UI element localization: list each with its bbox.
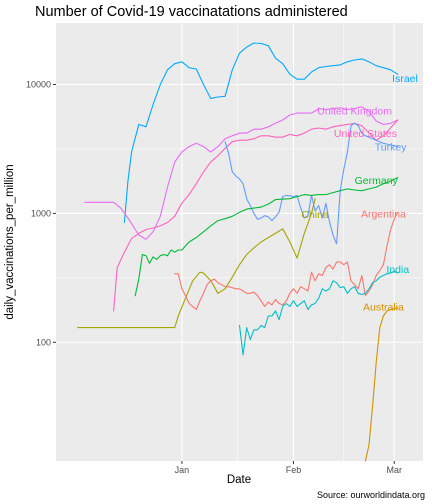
series-label-germany: Germany [355, 175, 399, 187]
x-tick-label: Feb [286, 465, 302, 475]
series-group [77, 42, 399, 462]
series-label-israel: Israel [392, 73, 418, 85]
series-label-china: China [301, 209, 329, 221]
series-label-argentina: Argentina [361, 208, 406, 220]
series-label-australia: Australia [363, 301, 404, 313]
y-axis-title: daily_vaccinations_per_million [4, 164, 16, 319]
x-axis-title: Date [227, 474, 251, 486]
axes: 100 1000 10000 Jan Feb Mar [26, 80, 402, 475]
series-line-united-kingdom [84, 106, 399, 240]
plot-panel [56, 23, 423, 461]
series-labels: Israel United Kingdom United States Turkey G… [301, 73, 418, 313]
series-line-israel [123, 42, 399, 224]
series-line-united-states [113, 119, 399, 312]
series-line-india [238, 270, 399, 356]
x-tick-label: Jan [175, 465, 190, 475]
grid-lines [56, 23, 423, 461]
series-label-united-kingdom: United Kingdom [317, 105, 392, 117]
source-caption: Source: ourworldindata.org [317, 490, 425, 500]
series-line-china [77, 198, 316, 329]
series-label-united-states: United States [334, 128, 397, 140]
y-tick-label: 10000 [26, 80, 51, 90]
series-line-germany [134, 176, 399, 297]
series-label-india: India [386, 264, 409, 276]
x-tick-label: Mar [386, 465, 402, 475]
chart-title: Number of Covid-19 vaccinatations admini… [35, 4, 348, 20]
series-line-australia [364, 307, 399, 462]
y-tick-label: 1000 [31, 208, 51, 218]
series-label-turkey: Turkey [375, 142, 407, 154]
series-line-argentina [174, 211, 399, 310]
y-tick-label: 100 [36, 337, 51, 347]
